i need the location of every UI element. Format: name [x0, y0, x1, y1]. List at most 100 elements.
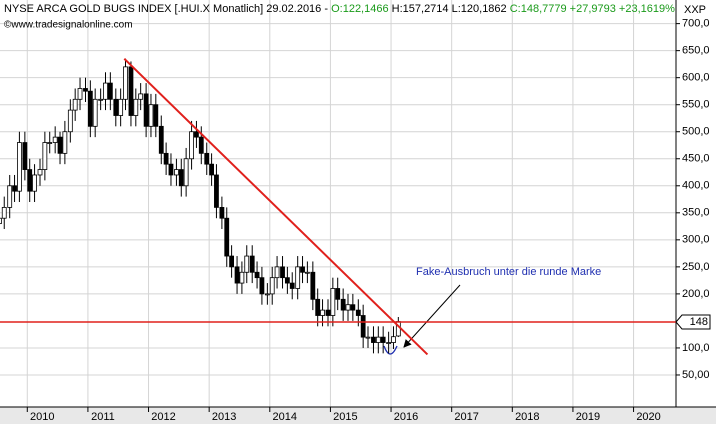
candle-body — [284, 277, 290, 284]
candle-body — [259, 277, 265, 295]
candle-body — [174, 169, 179, 176]
y-tick-label: 300,0 — [682, 234, 710, 246]
candle-body — [274, 266, 280, 279]
y-tick-label: 250,0 — [682, 261, 710, 273]
candle-body — [310, 271, 316, 300]
candle-body — [335, 288, 341, 300]
candle-body — [330, 288, 336, 316]
chart-title: NYSE ARCA GOLD BUGS INDEX [.HUI.X Monatl… — [4, 3, 675, 15]
candle-body — [280, 266, 285, 279]
x-tick-label: 2013 — [212, 411, 236, 423]
candle-body — [269, 277, 275, 295]
candle-body — [22, 142, 28, 170]
x-axis-band — [0, 407, 716, 424]
source: ©www.tradesignalonline.com — [4, 20, 133, 31]
y-tick-label: 550,0 — [682, 99, 710, 111]
candle-body — [304, 271, 310, 274]
candle-body — [87, 90, 93, 127]
y-tick-label: 450,0 — [682, 153, 710, 165]
candle-body — [163, 152, 169, 165]
candle-body — [244, 255, 250, 273]
candle-body — [103, 82, 108, 100]
candle-body — [300, 266, 305, 273]
candle-body — [32, 174, 37, 192]
candle-body — [224, 217, 230, 257]
trendline — [123, 58, 429, 356]
candle-body — [27, 169, 33, 192]
candle-body — [355, 309, 361, 316]
candle-body — [17, 142, 22, 192]
candle-body — [52, 136, 58, 143]
candle-body — [133, 98, 139, 116]
candle-body — [380, 336, 386, 343]
candle-body — [254, 271, 260, 279]
candle-body — [37, 169, 43, 176]
candle-body — [350, 304, 356, 311]
candle-body — [67, 109, 73, 133]
candle-body — [189, 131, 194, 160]
quote-low: L:120,1862 — [452, 3, 507, 15]
candle-body — [0, 217, 2, 225]
candle-body — [148, 104, 154, 127]
candle-body — [386, 342, 392, 344]
x-tick-label: 2011 — [91, 411, 115, 423]
candle-body — [198, 136, 204, 154]
y-tick-label: 100,0 — [682, 342, 710, 354]
candle-body — [138, 93, 144, 100]
candle-body — [295, 266, 301, 289]
quote-open: O:122,1466 — [331, 3, 389, 15]
candle-body — [98, 98, 104, 101]
candle-body — [360, 315, 366, 338]
x-tick-label: 2014 — [273, 411, 297, 423]
candle-body — [92, 98, 98, 127]
x-tick-label: 2018 — [515, 411, 539, 423]
candle-body — [123, 66, 128, 100]
candle-body — [264, 293, 270, 296]
candle-body — [365, 336, 371, 339]
candle-body — [72, 98, 78, 111]
candle-body — [234, 266, 240, 284]
candle-body — [7, 185, 13, 208]
y-tick-label: 650,0 — [682, 45, 710, 57]
candle-body — [168, 163, 174, 176]
x-tick-label: 2015 — [333, 411, 357, 423]
candle-body — [118, 98, 124, 116]
candle-body — [158, 125, 164, 154]
candle-body — [194, 131, 199, 138]
candle-body — [42, 142, 48, 170]
candle-body — [249, 255, 255, 273]
candle-body — [229, 255, 234, 268]
annotation-circle — [383, 345, 398, 355]
candle-body — [371, 336, 376, 343]
y-tick-label: 700,0 — [682, 18, 710, 30]
price-marker-label: 148 — [690, 316, 708, 328]
y-tick-label: 350,0 — [682, 207, 710, 219]
candle-body — [47, 142, 53, 144]
candle-body — [375, 336, 381, 343]
candle-body — [239, 271, 245, 284]
candle-body — [12, 185, 17, 192]
candle-body — [128, 66, 134, 116]
candle-body — [219, 207, 225, 219]
candle-body — [178, 169, 184, 187]
candle-body — [204, 152, 210, 165]
candle-body — [57, 136, 63, 154]
y-tick-label: 600,0 — [682, 72, 710, 84]
candle-body — [107, 82, 113, 100]
x-tick-label: 2020 — [636, 411, 660, 423]
annotation-arrow — [403, 284, 461, 348]
quote-high: H:157,2714 — [392, 3, 449, 15]
candle-body — [214, 174, 219, 208]
x-tick-label: 2010 — [30, 411, 54, 423]
y-tick-label: 50,00 — [682, 369, 710, 381]
candle-body — [143, 93, 149, 127]
candle-body — [289, 282, 295, 289]
title: NYSE ARCA GOLD BUGS INDEX [.HUI.X Monatl… — [4, 3, 328, 15]
axis-code: XXP — [684, 4, 706, 16]
candle-body — [209, 163, 214, 176]
candle-body — [77, 88, 83, 100]
candle-body — [153, 104, 159, 127]
candle-body — [1, 207, 7, 219]
quote-close: C:148,7779 +27,9793 +23,1619% — [510, 3, 675, 15]
